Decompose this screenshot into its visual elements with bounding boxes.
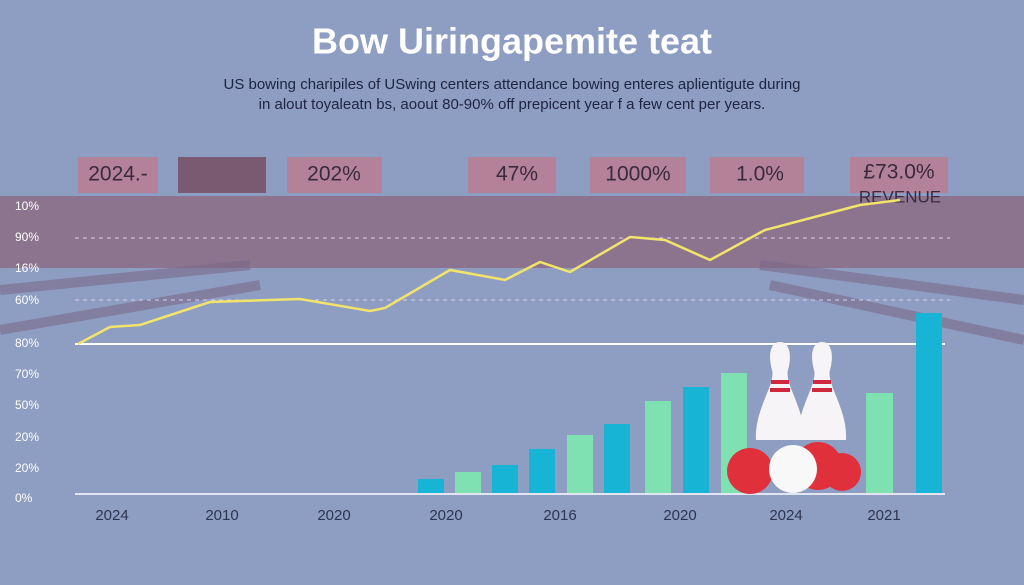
stat-text: £73.0% [863,161,934,184]
stat-text: 1000% [605,163,670,186]
y-label: 60% [15,293,39,307]
y-label: 20% [15,430,39,444]
band [0,196,1024,268]
y-label: 20% [15,461,39,475]
stat-box [850,157,948,193]
stat-box [178,157,266,193]
stat-box [710,157,804,193]
x-label: 2020 [429,507,462,524]
x-label: 2024 [95,507,128,524]
lanes [0,260,1024,345]
y-label: 10% [15,199,39,213]
x-label: 2020 [663,507,696,524]
stat-text: 202% [307,163,361,186]
stat-text: 1.0% [736,163,784,186]
x-label: 2021 [867,507,900,524]
x-label: 2010 [205,507,238,524]
stat-box [590,157,686,193]
title: Bow Uiringapemite teat [312,21,712,62]
trend-line [77,198,901,346]
stat-box [78,157,158,193]
y-label: 70% [15,367,39,381]
y-label: 80% [15,336,39,350]
bars [418,313,942,493]
y-label: 50% [15,398,39,412]
x-label: 2024 [769,507,802,524]
guides [75,237,950,301]
stat-text: 2024.- [88,163,148,186]
stat-box [287,157,382,193]
subtitle: US bowing charipiles of USwing centers a… [223,76,800,93]
bowling-pins [727,342,861,494]
x-label: 2020 [317,507,350,524]
stat-text: 47% [496,163,538,186]
subtitle: in alout toyaleatn bs, aoout 80-90% off … [259,96,766,113]
y-label: 16% [15,261,39,275]
x-label: 2016 [543,507,576,524]
y-label: 90% [15,230,39,244]
stat-box [468,157,556,193]
y-label: 0% [15,491,33,505]
